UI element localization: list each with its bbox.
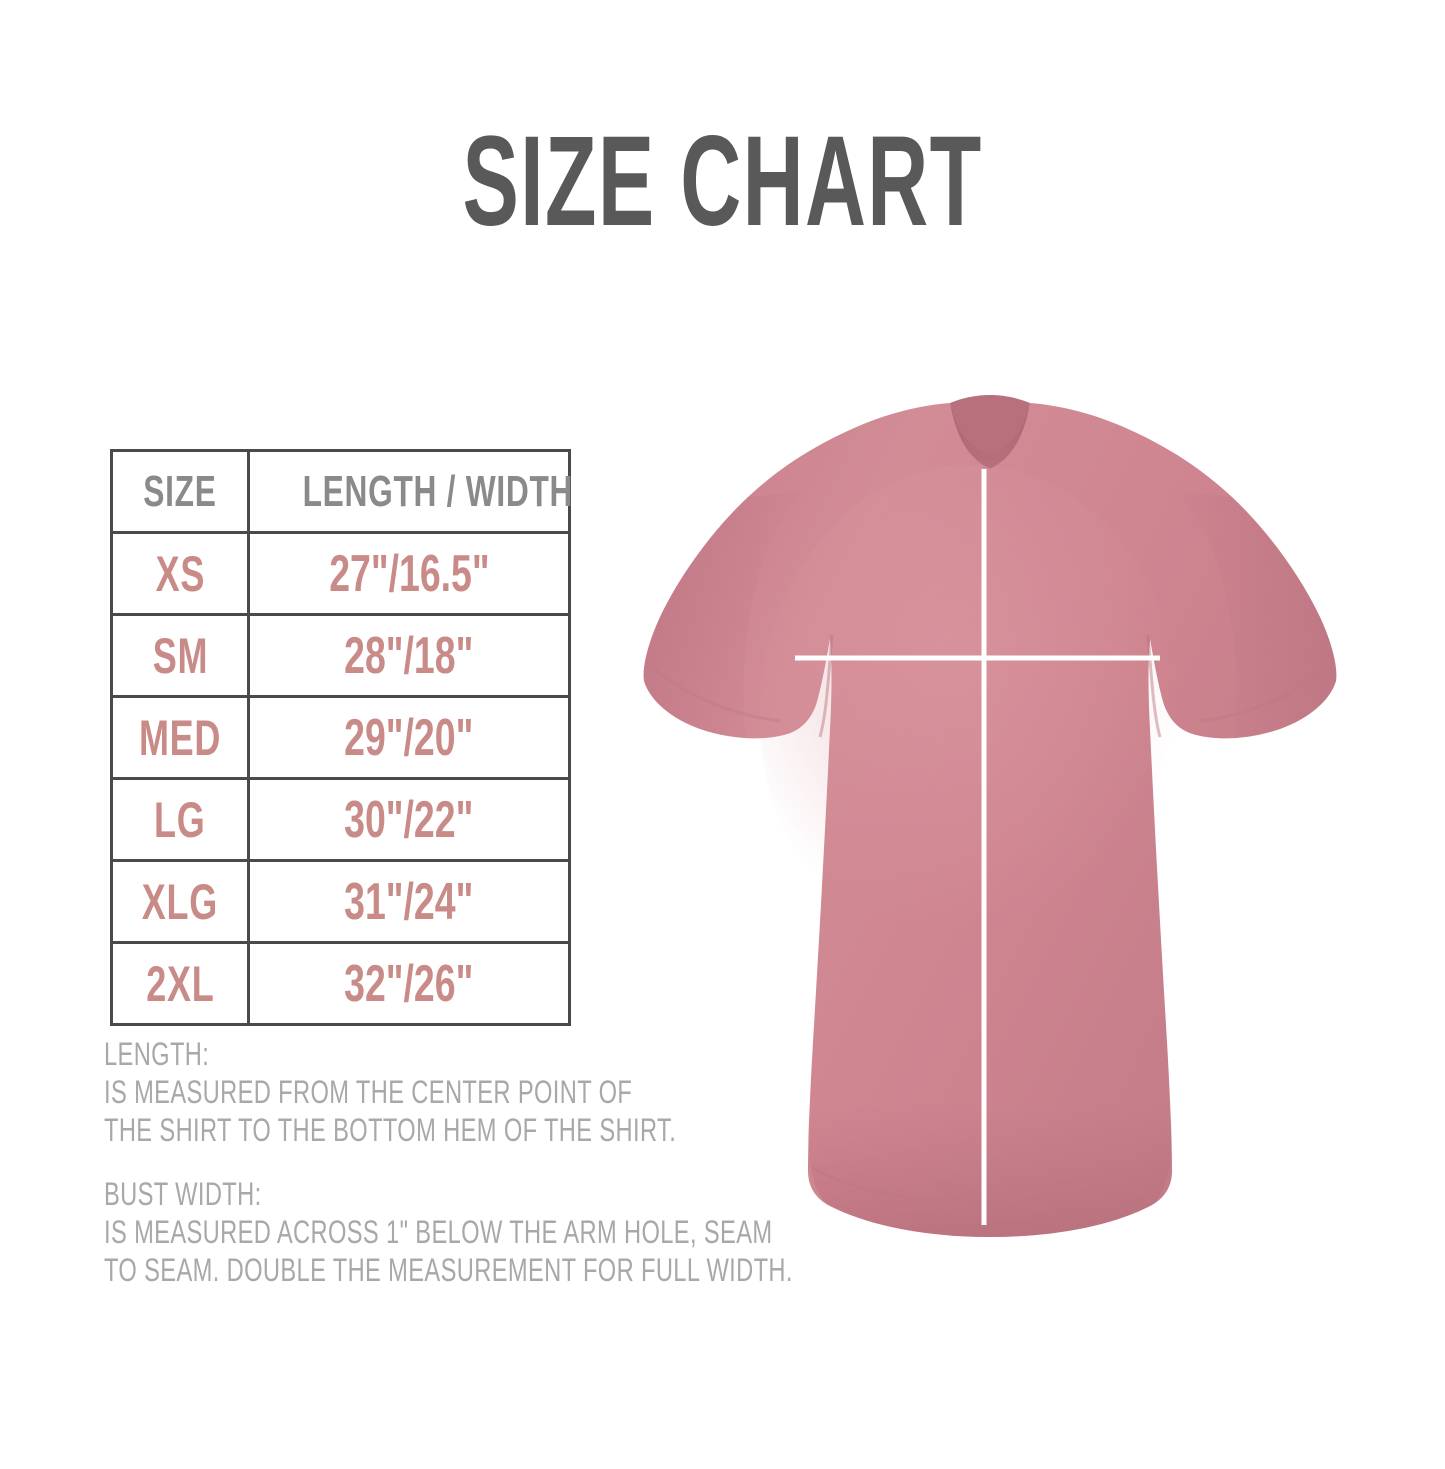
table-row: XS 27"/16.5"	[110, 531, 571, 616]
length-width-value: 31"/24"	[344, 872, 474, 931]
note-length-line2: THE SHIRT TO THE BOTTOM HEM OF THE SHIRT…	[104, 1112, 677, 1148]
left-armhole-seam	[818, 634, 834, 738]
column-header-length-width: LENGTH / WIDTH	[247, 449, 572, 534]
right-armhole-seam	[1146, 634, 1162, 738]
size-label: SM	[152, 627, 208, 684]
cell-length-width: 31"/24"	[247, 859, 571, 944]
cell-length-width: 27"/16.5"	[247, 531, 571, 616]
note-bust-width: BUST WIDTH: IS MEASURED ACROSS 1" BELOW …	[104, 1175, 1035, 1289]
chest-highlight	[760, 465, 1180, 965]
cell-size: XS	[110, 531, 250, 616]
note-bust-heading: BUST WIDTH:	[104, 1176, 262, 1212]
tshirt-illustration-icon	[643, 395, 1337, 1237]
table-row: SM 28"/18"	[110, 613, 571, 698]
left-sleeve-hem-stitch	[648, 663, 781, 723]
hem-stitch-line	[811, 1165, 1169, 1205]
right-sleeve-hem-stitch	[1199, 663, 1332, 723]
length-width-value: 29"/20"	[344, 708, 474, 767]
size-label: MED	[138, 709, 222, 766]
length-width-value: 32"/26"	[344, 954, 474, 1013]
note-length-heading: LENGTH:	[104, 1036, 210, 1072]
cell-size: XLG	[110, 859, 250, 944]
size-label: LG	[154, 791, 206, 848]
table-row: LG 30"/22"	[110, 777, 571, 862]
note-length-line1: IS MEASURED FROM THE CENTER POINT OF	[104, 1074, 633, 1110]
cell-length-width: 32"/26"	[247, 941, 571, 1026]
length-width-value: 30"/22"	[344, 790, 474, 849]
table-row: MED 29"/20"	[110, 695, 571, 780]
right-sleeve-shading	[1174, 491, 1337, 738]
note-bust-line2: TO SEAM. DOUBLE THE MEASUREMENT FOR FULL…	[104, 1252, 793, 1288]
note-bust-line1: IS MEASURED ACROSS 1" BELOW THE ARM HOLE…	[104, 1214, 773, 1250]
cell-size: MED	[110, 695, 250, 780]
collar-shadow	[950, 403, 1030, 469]
cell-size: SM	[110, 613, 250, 698]
left-sleeve-shading	[643, 491, 806, 738]
hem-shading	[808, 1105, 1172, 1237]
cell-size: 2XL	[110, 941, 250, 1026]
cell-size: LG	[110, 777, 250, 862]
table-row: 2XL 32"/26"	[110, 941, 571, 1026]
column-header-size-label: SIZE	[143, 466, 217, 516]
column-header-length-width-label: LENGTH / WIDTH	[302, 466, 574, 516]
size-chart-table: SIZE LENGTH / WIDTH XS 27"/16.5" SM 28"/…	[110, 449, 572, 1026]
size-label: 2XL	[145, 955, 215, 1012]
length-width-value: 28"/18"	[344, 626, 474, 685]
tshirt-figure: WIDTH LENGTH	[620, 385, 1360, 1245]
note-length: LENGTH: IS MEASURED FROM THE CENTER POIN…	[104, 1035, 877, 1149]
table-header-row: SIZE LENGTH / WIDTH	[110, 449, 572, 534]
cell-length-width: 29"/20"	[247, 695, 571, 780]
length-width-value: 27"/16.5"	[328, 544, 490, 603]
cell-length-width: 28"/18"	[247, 613, 571, 698]
size-label: XLG	[141, 873, 219, 930]
column-header-size: SIZE	[110, 449, 250, 534]
table-row: XLG 31"/24"	[110, 859, 571, 944]
cell-length-width: 30"/22"	[247, 777, 571, 862]
size-label: XS	[155, 545, 205, 602]
page-title: SIZE CHART	[462, 110, 983, 253]
